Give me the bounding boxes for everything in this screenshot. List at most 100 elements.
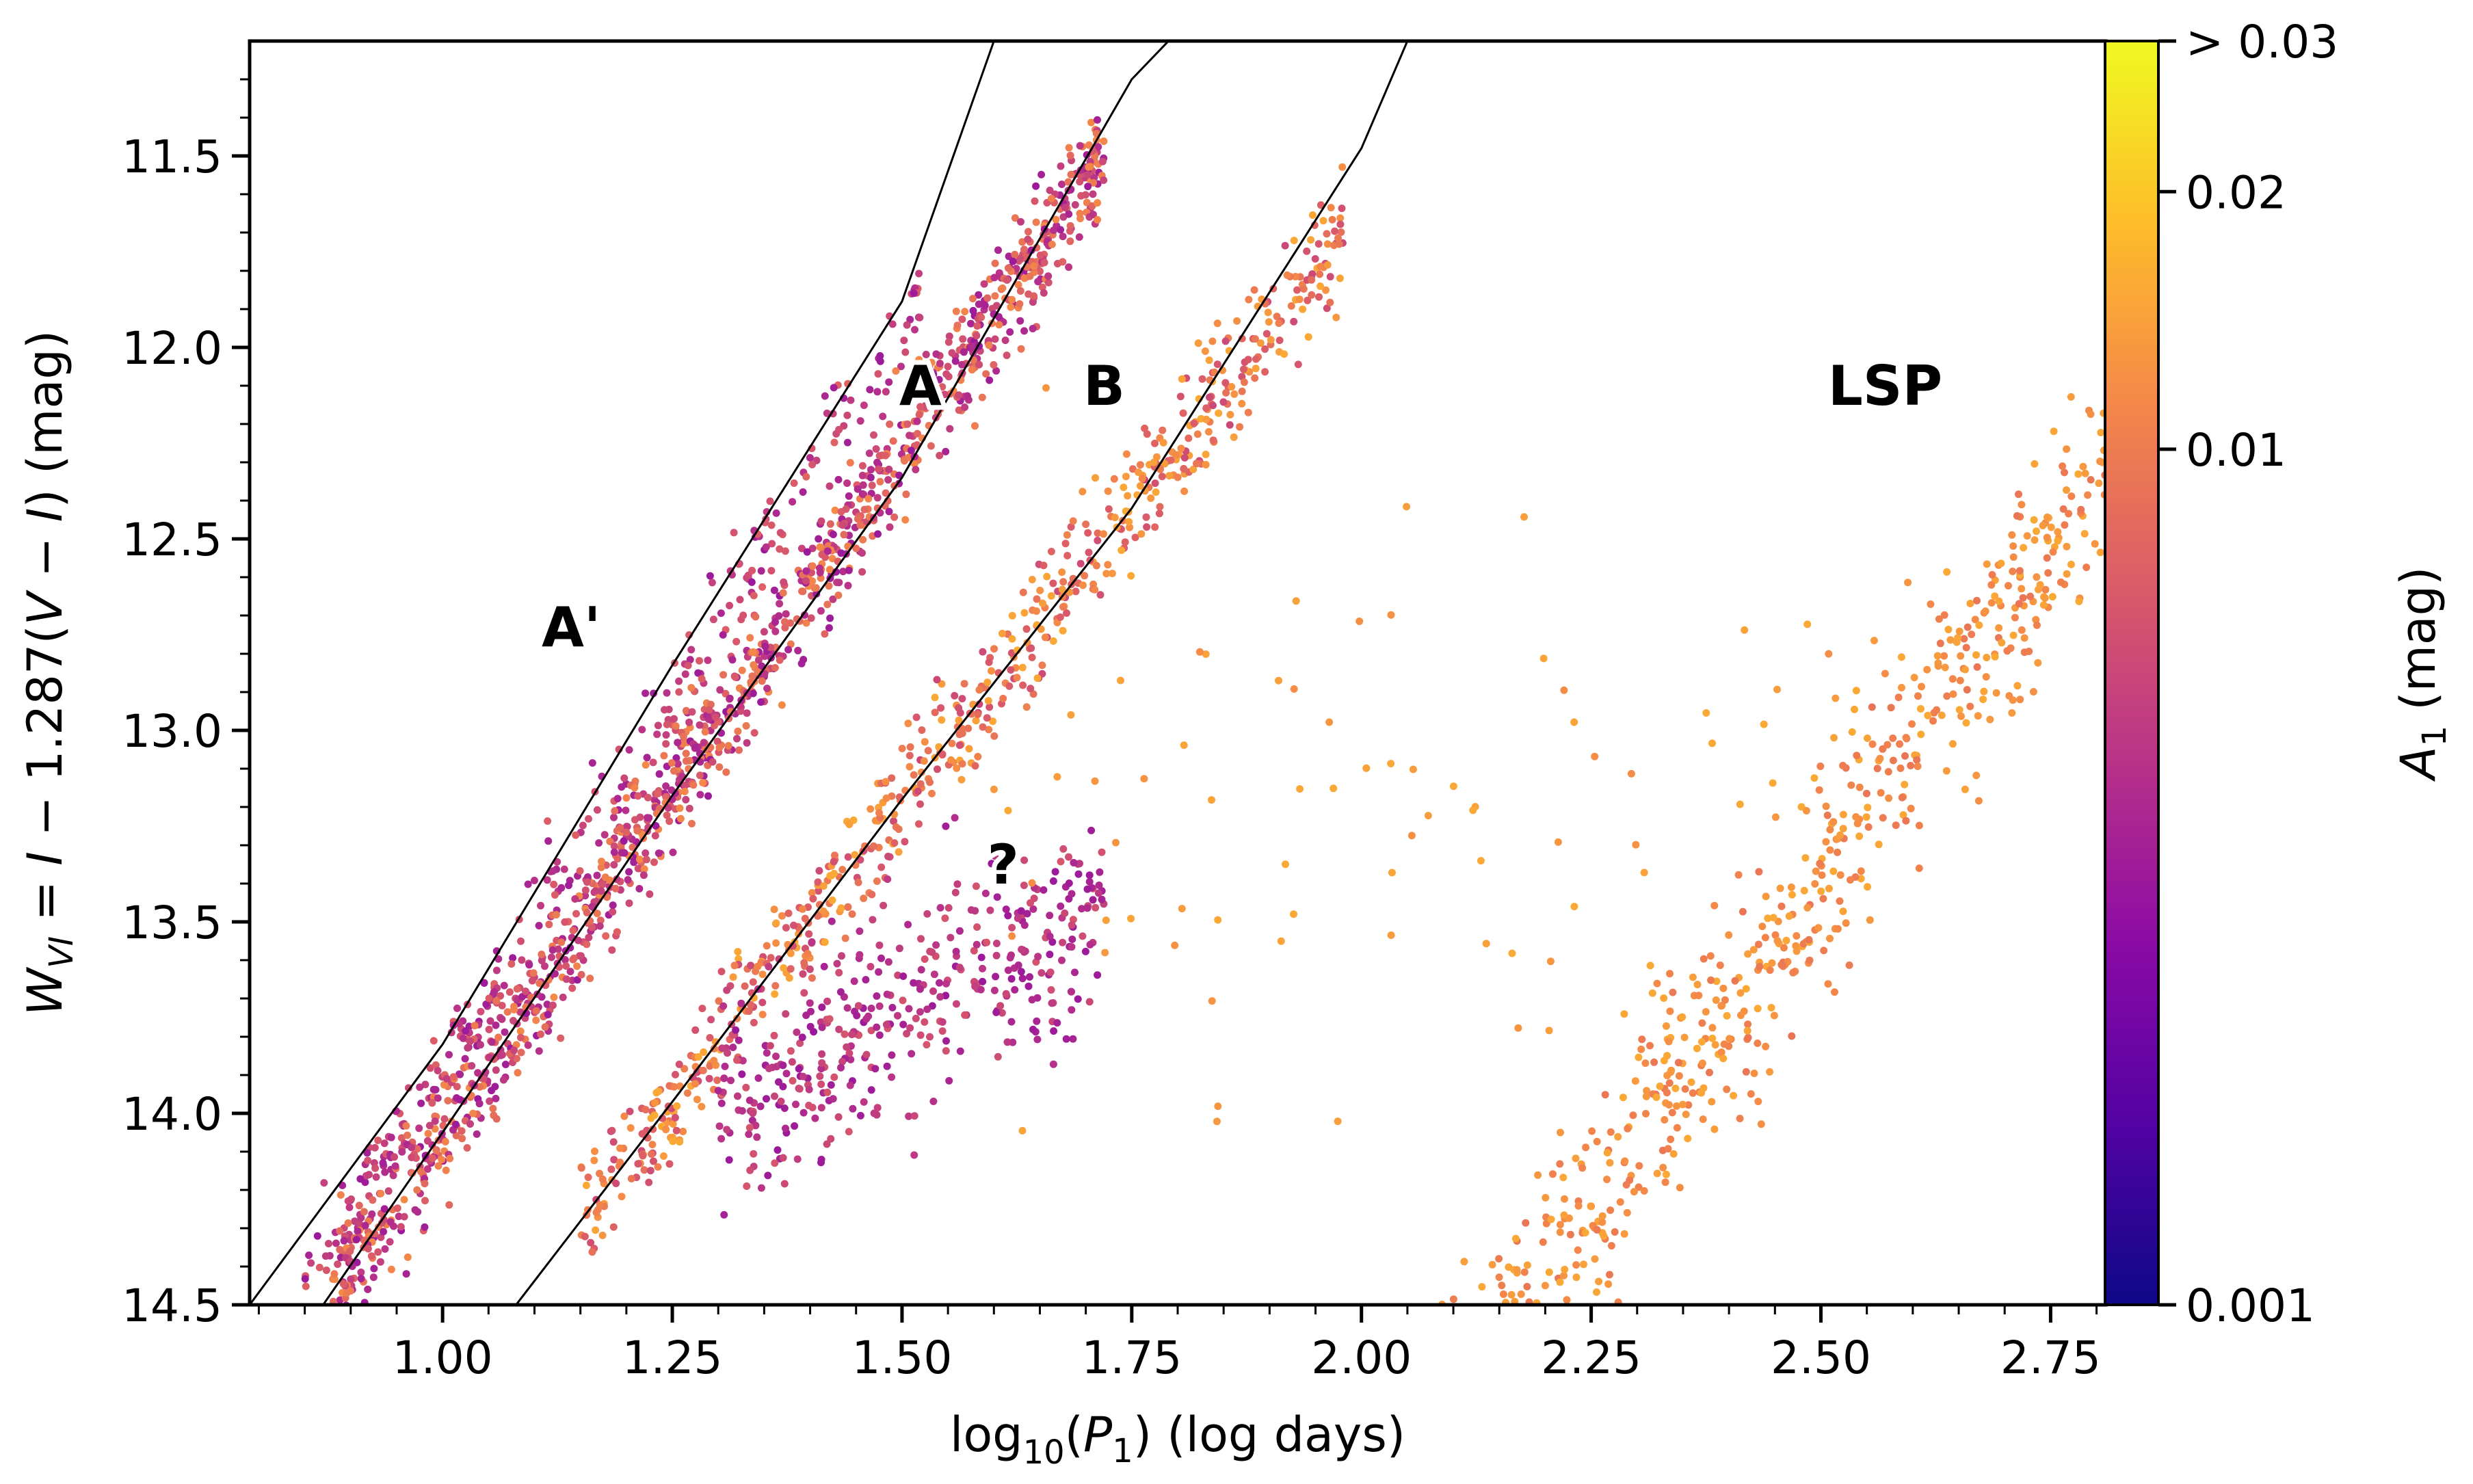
data-point: [825, 624, 833, 632]
data-point: [345, 1204, 354, 1211]
data-point: [700, 1048, 708, 1056]
data-point: [802, 567, 810, 575]
data-point: [708, 579, 716, 587]
data-point: [788, 1058, 796, 1066]
x-tick-label: 2.50: [1771, 1331, 1871, 1384]
data-point: [1915, 864, 1923, 873]
data-point: [2079, 462, 2087, 471]
data-point: [746, 1166, 754, 1174]
data-point: [1520, 513, 1528, 521]
data-point: [1708, 739, 1716, 747]
data-point: [684, 661, 692, 670]
data-point: [1221, 379, 1230, 387]
data-point: [864, 1012, 873, 1020]
relation-line: [515, 41, 1409, 1305]
data-point: [862, 976, 870, 984]
data-point: [1067, 711, 1075, 719]
data-point: [610, 813, 618, 821]
data-point: [675, 677, 683, 685]
data-point: [1598, 1218, 1606, 1226]
data-point: [916, 985, 924, 993]
data-point: [1687, 1078, 1695, 1086]
data-point: [1744, 1033, 1752, 1042]
data-point: [738, 666, 746, 674]
data-point: [818, 1003, 826, 1011]
data-point: [780, 1104, 789, 1112]
data-point: [2031, 460, 2039, 468]
data-point: [958, 695, 966, 703]
data-point: [582, 1181, 590, 1189]
data-point: [1155, 509, 1163, 518]
data-point: [1083, 885, 1092, 893]
data-point: [826, 614, 834, 622]
data-point: [1943, 568, 1951, 576]
data-point: [1632, 840, 1640, 849]
data-point: [1593, 1288, 1600, 1296]
data-point: [843, 1004, 851, 1012]
data-point: [805, 930, 813, 938]
data-point: [425, 1122, 434, 1130]
data-point: [610, 848, 618, 856]
data-point: [444, 1097, 452, 1104]
data-point: [674, 739, 682, 747]
data-point: [827, 1135, 835, 1143]
data-point: [880, 901, 888, 910]
data-point: [758, 970, 767, 979]
data-point: [600, 831, 609, 839]
data-point: [429, 1085, 438, 1094]
data-point: [818, 1023, 826, 1031]
data-point: [782, 610, 790, 618]
data-point: [921, 1018, 929, 1026]
data-point: [1159, 438, 1167, 447]
data-point: [916, 313, 924, 321]
data-point: [1121, 538, 1129, 546]
data-point: [1044, 272, 1053, 280]
data-point: [1388, 869, 1396, 877]
data-point: [1008, 924, 1016, 931]
data-point: [1085, 871, 1094, 879]
data-point: [1092, 474, 1099, 482]
data-point: [884, 958, 892, 966]
data-point: [1674, 1059, 1682, 1067]
data-point: [882, 489, 890, 497]
data-point: [1087, 826, 1096, 834]
data-point: [699, 1066, 707, 1074]
data-point: [1679, 1100, 1687, 1109]
data-point: [2077, 505, 2085, 514]
data-point: [1866, 916, 1874, 924]
data-point: [336, 1227, 344, 1235]
data-point: [669, 1120, 677, 1128]
data-point: [726, 602, 734, 609]
data-point: [1180, 487, 1189, 495]
data-point: [1007, 975, 1016, 983]
data-point: [877, 863, 886, 871]
data-point: [835, 1025, 843, 1033]
data-point: [395, 1213, 403, 1221]
data-point: [858, 471, 867, 479]
data-point: [583, 878, 591, 886]
data-point: [1684, 1101, 1693, 1109]
data-point: [1673, 1102, 1680, 1110]
data-point: [2009, 542, 2018, 550]
data-point: [421, 1223, 429, 1231]
data-point: [1991, 652, 1999, 661]
x-tick-label: 2.00: [1311, 1331, 1412, 1384]
data-point: [1848, 728, 1856, 736]
data-point: [1777, 902, 1786, 910]
data-point: [1896, 764, 1905, 772]
data-point: [912, 713, 921, 721]
data-point: [899, 972, 908, 980]
data-point: [807, 614, 815, 622]
data-point: [2025, 648, 2033, 655]
data-point: [992, 951, 1001, 959]
data-point: [522, 988, 529, 995]
data-point: [781, 547, 789, 555]
data-point: [494, 1033, 503, 1042]
data-point: [732, 1026, 740, 1034]
data-point: [1049, 877, 1057, 885]
data-point: [1299, 305, 1307, 313]
data-point: [1749, 946, 1758, 954]
data-point: [1047, 194, 1055, 202]
data-point: [797, 544, 806, 553]
